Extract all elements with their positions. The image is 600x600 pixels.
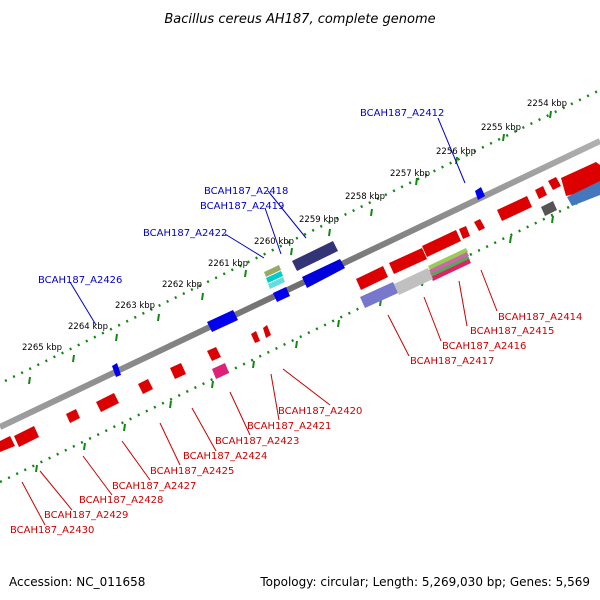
gene-feature[interactable] bbox=[207, 347, 221, 361]
gene-feature[interactable] bbox=[567, 181, 600, 206]
kbp-label: 2258 kbp bbox=[345, 192, 385, 202]
gene-feature[interactable] bbox=[292, 241, 338, 271]
gene-feature[interactable] bbox=[264, 265, 281, 277]
gene-feature[interactable] bbox=[0, 436, 15, 452]
gene-label[interactable]: BCAH187_A2423 bbox=[215, 436, 299, 447]
gene-feature[interactable] bbox=[302, 259, 345, 288]
gene-feature[interactable] bbox=[266, 271, 283, 283]
forward-gene-labels: BCAH187_A2412 BCAH187_A2418 BCAH187_A241… bbox=[38, 108, 444, 286]
gene-feature[interactable] bbox=[535, 186, 547, 199]
gene-label[interactable]: BCAH187_A2424 bbox=[183, 451, 267, 462]
gene-feature[interactable] bbox=[112, 363, 121, 377]
inner-tick-track bbox=[0, 190, 600, 484]
gene-feature[interactable] bbox=[212, 363, 229, 379]
gene-label[interactable]: BCAH187_A2419 bbox=[200, 201, 284, 212]
gene-label[interactable]: BCAH187_A2425 bbox=[150, 466, 234, 477]
gene-feature[interactable] bbox=[268, 277, 285, 289]
gene-feature[interactable] bbox=[170, 363, 186, 379]
map-title: Bacillus cereus AH187, complete genome bbox=[164, 12, 435, 27]
gene-feature[interactable] bbox=[66, 409, 80, 423]
gene-label[interactable]: BCAH187_A2418 bbox=[204, 186, 288, 197]
gene-label[interactable]: BCAH187_A2427 bbox=[112, 481, 196, 492]
kbp-label: 2256 kbp bbox=[436, 147, 476, 157]
gene-label[interactable]: BCAH187_A2430 bbox=[10, 525, 94, 536]
kbp-label: 2261 kbp bbox=[208, 259, 248, 269]
gene-label[interactable]: BCAH187_A2429 bbox=[44, 510, 128, 521]
reverse-gene-labels: BCAH187_A2414 BCAH187_A2415 BCAH187_A241… bbox=[10, 312, 582, 536]
forward-genes bbox=[112, 187, 485, 377]
reverse-leaders bbox=[21, 269, 498, 526]
kbp-label: 2265 kbp bbox=[22, 343, 62, 353]
gene-label[interactable]: BCAH187_A2428 bbox=[79, 495, 163, 506]
kbp-label: 2264 kbp bbox=[68, 322, 108, 332]
gene-feature[interactable] bbox=[548, 177, 561, 190]
gene-label[interactable]: BCAH187_A2416 bbox=[442, 341, 526, 352]
gene-feature[interactable] bbox=[431, 259, 471, 281]
kbp-label: 2255 kbp bbox=[481, 123, 521, 133]
gene-feature[interactable] bbox=[422, 230, 461, 257]
gene-feature[interactable] bbox=[394, 268, 433, 295]
gene-feature[interactable] bbox=[96, 393, 119, 412]
gene-feature[interactable] bbox=[474, 219, 485, 231]
gene-feature[interactable] bbox=[430, 256, 470, 278]
gene-label[interactable]: BCAH187_A2421 bbox=[247, 421, 331, 432]
gene-label[interactable]: BCAH187_A2415 bbox=[470, 326, 554, 337]
gene-label[interactable]: BCAH187_A2412 bbox=[360, 108, 444, 119]
gene-feature[interactable] bbox=[389, 248, 427, 274]
gene-label[interactable]: BCAH187_A2426 bbox=[38, 275, 122, 286]
kbp-label: 2259 kbp bbox=[299, 215, 339, 225]
gene-label[interactable]: BCAH187_A2417 bbox=[410, 356, 494, 367]
gene-feature[interactable] bbox=[273, 287, 290, 302]
kbp-label: 2254 kbp bbox=[527, 99, 567, 109]
gene-feature[interactable] bbox=[263, 325, 271, 338]
genome-backbone bbox=[0, 138, 600, 430]
kbp-label: 2262 kbp bbox=[162, 280, 202, 290]
gene-feature[interactable] bbox=[360, 282, 398, 308]
outer-major-ticks bbox=[28, 110, 552, 385]
gene-feature[interactable] bbox=[207, 310, 238, 332]
kbp-label: 2263 kbp bbox=[115, 301, 155, 311]
kbp-labels: 2254 kbp 2255 kbp 2256 kbp 2257 kbp 2258… bbox=[22, 99, 567, 353]
gene-feature[interactable] bbox=[356, 266, 388, 290]
forward-leaders bbox=[69, 117, 466, 326]
gene-feature[interactable] bbox=[475, 187, 485, 200]
gene-feature[interactable] bbox=[541, 201, 557, 216]
gene-feature[interactable] bbox=[428, 248, 468, 270]
reverse-genes bbox=[0, 162, 600, 452]
gene-feature[interactable] bbox=[251, 331, 260, 343]
accession-text: Accession: NC_011658 bbox=[9, 575, 145, 589]
gene-label[interactable]: BCAH187_A2420 bbox=[278, 406, 362, 417]
gene-feature[interactable] bbox=[138, 379, 153, 394]
gene-feature[interactable] bbox=[497, 196, 532, 221]
gene-feature[interactable] bbox=[459, 226, 470, 239]
gene-feature[interactable] bbox=[429, 252, 469, 274]
gene-label[interactable]: BCAH187_A2414 bbox=[498, 312, 582, 323]
kbp-label: 2260 kbp bbox=[254, 237, 294, 247]
gene-label[interactable]: BCAH187_A2422 bbox=[143, 228, 227, 239]
genome-stats-text: Topology: circular; Length: 5,269,030 bp… bbox=[259, 575, 590, 589]
gene-feature[interactable] bbox=[14, 426, 39, 447]
kbp-label: 2257 kbp bbox=[390, 169, 430, 179]
